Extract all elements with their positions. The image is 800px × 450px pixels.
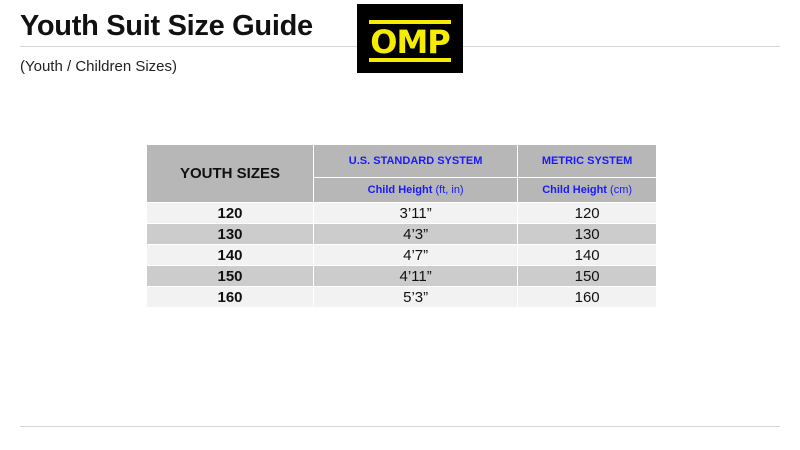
table-row: 120 3’11” 120 [146,202,657,224]
size-cell: 150 [146,265,314,287]
metric-height-cell: 120 [517,202,657,224]
us-height-cell: 3’11” [312,202,519,224]
us-system-header: U.S. STANDARD SYSTEM [312,144,519,178]
us-height-cell: 5’3” [312,286,519,308]
table-row: 150 4’11” 150 [146,265,657,287]
size-cell: 120 [146,202,314,224]
metric-height-cell: 130 [517,223,657,245]
page-title: Youth Suit Size Guide [20,10,313,42]
size-cell: 160 [146,286,314,308]
table-row: 160 5’3” 160 [146,286,657,308]
table-row: 140 4’7” 140 [146,244,657,266]
us-height-cell: 4’3” [312,223,519,245]
size-cell: 140 [146,244,314,266]
page-subtitle: (Youth / Children Sizes) [20,58,178,75]
metric-height-cell: 160 [517,286,657,308]
metric-system-header: METRIC SYSTEM [517,144,657,178]
metric-height-subheader: Child Height (cm) [517,177,657,203]
metric-height-cell: 140 [517,244,657,266]
metric-height-cell: 150 [517,265,657,287]
size-cell: 130 [146,223,314,245]
youth-sizes-header: YOUTH SIZES [146,144,314,203]
table-row: 130 4’3” 130 [146,223,657,245]
us-height-cell: 4’7” [312,244,519,266]
us-height-cell: 4’11” [312,265,519,287]
us-height-subheader: Child Height (ft, in) [312,177,519,203]
omp-logo: OMP [357,4,463,73]
footer-divider [20,426,780,427]
size-table: YOUTH SIZES U.S. STANDARD SYSTEM METRIC … [146,144,657,308]
